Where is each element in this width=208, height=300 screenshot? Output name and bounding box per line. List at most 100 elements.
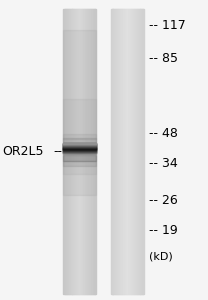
Bar	[63, 149, 96, 150]
Bar	[140, 9, 141, 294]
Text: -- 117: -- 117	[149, 19, 186, 32]
Bar	[63, 161, 96, 166]
Bar	[63, 151, 96, 152]
Bar	[131, 9, 132, 294]
Bar	[122, 9, 123, 294]
Bar	[121, 9, 122, 294]
Bar	[94, 9, 95, 294]
Bar	[66, 9, 67, 294]
Bar	[141, 9, 142, 294]
Bar	[72, 9, 73, 294]
Text: OR2L5: OR2L5	[2, 145, 44, 158]
Bar	[63, 147, 96, 148]
Bar	[127, 9, 128, 294]
Bar	[133, 9, 134, 294]
Bar	[63, 146, 96, 147]
Bar	[68, 9, 69, 294]
Bar	[132, 9, 133, 294]
Bar	[63, 99, 96, 174]
Text: -- 26: -- 26	[149, 194, 177, 208]
Bar	[84, 9, 85, 294]
Bar	[63, 152, 96, 153]
Bar	[126, 9, 127, 294]
Bar	[91, 9, 92, 294]
Bar	[72, 9, 73, 294]
Bar	[63, 148, 96, 149]
Bar	[129, 9, 130, 294]
Text: --: --	[53, 145, 62, 158]
Bar	[93, 9, 94, 294]
Bar	[78, 9, 79, 294]
Bar	[115, 9, 116, 294]
Bar	[114, 9, 115, 294]
Bar	[73, 9, 74, 294]
Bar	[63, 152, 96, 153]
Bar	[88, 9, 89, 294]
Bar	[91, 9, 92, 294]
Bar	[63, 149, 96, 150]
Bar	[92, 9, 93, 294]
Bar	[63, 145, 96, 146]
Bar	[76, 9, 77, 294]
Bar	[66, 9, 67, 294]
Bar	[84, 9, 85, 294]
Bar	[63, 147, 96, 148]
Bar	[82, 9, 83, 294]
Bar	[74, 9, 75, 294]
Bar	[64, 9, 65, 294]
Bar	[63, 147, 96, 148]
Bar	[63, 150, 96, 151]
Bar	[118, 9, 119, 294]
Bar	[63, 9, 64, 294]
Bar	[63, 149, 96, 150]
Bar	[86, 9, 87, 294]
Bar	[85, 9, 86, 294]
Bar	[63, 30, 96, 195]
Bar	[67, 9, 68, 294]
Bar	[88, 9, 89, 294]
Bar	[111, 9, 112, 294]
Bar	[140, 9, 141, 294]
Bar	[63, 151, 96, 152]
Bar	[76, 9, 77, 294]
Bar	[63, 134, 96, 139]
Bar	[63, 143, 96, 144]
Bar	[83, 9, 84, 294]
Bar	[137, 9, 138, 294]
Bar	[63, 150, 96, 151]
Text: -- 19: -- 19	[149, 224, 177, 238]
Bar	[67, 9, 68, 294]
Bar	[128, 9, 129, 294]
Bar	[134, 9, 135, 294]
Bar	[63, 149, 96, 150]
Bar	[75, 9, 76, 294]
Bar	[90, 9, 91, 294]
Bar	[130, 9, 131, 294]
Bar	[63, 153, 96, 154]
Bar	[63, 145, 96, 146]
Bar	[94, 9, 95, 294]
Bar	[70, 9, 71, 294]
Bar	[123, 9, 124, 294]
Bar	[127, 9, 128, 294]
Bar	[63, 144, 96, 145]
Bar	[116, 9, 117, 294]
Bar	[63, 147, 96, 148]
Bar	[63, 150, 96, 151]
Bar	[70, 9, 71, 294]
Text: -- 34: -- 34	[149, 157, 177, 170]
Bar	[125, 9, 126, 294]
Bar	[120, 9, 121, 294]
Bar	[129, 9, 130, 294]
Bar	[135, 9, 136, 294]
Bar	[117, 9, 118, 294]
Bar	[69, 9, 70, 294]
Bar	[82, 9, 83, 294]
Bar	[116, 9, 117, 294]
Bar	[81, 9, 82, 294]
Bar	[119, 9, 120, 294]
Bar	[63, 148, 96, 149]
Bar	[63, 153, 96, 154]
Bar	[90, 9, 91, 294]
Bar	[63, 146, 96, 147]
